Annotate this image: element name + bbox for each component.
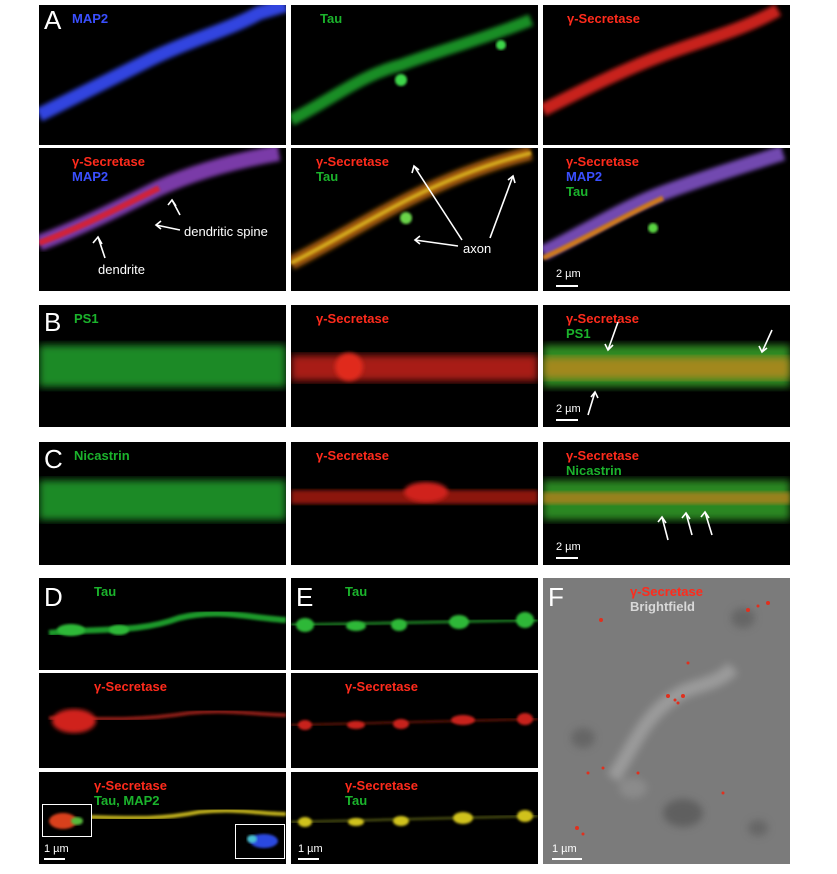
scale-bar: [556, 419, 578, 421]
label-secretase: γ-Secretase: [345, 778, 418, 793]
panel-e-merge: [291, 772, 538, 864]
panel-a-secretase: [543, 5, 790, 145]
panel-d-secretase: [39, 673, 286, 768]
label-nicastrin: Nicastrin: [74, 448, 130, 463]
label-secretase: γ-Secretase: [566, 448, 639, 463]
label-secretase: γ-Secretase: [345, 679, 418, 694]
label-map2: MAP2: [72, 169, 109, 184]
panel-b-secretase: [291, 305, 538, 427]
scale-bar: [556, 557, 578, 559]
panel-letter-f: F: [548, 582, 564, 612]
panel-letter-b: B: [44, 307, 62, 337]
panel-c-nicastrin: [39, 442, 286, 565]
label-secretase: γ-Secretase: [316, 154, 389, 169]
scale-bar-label: 1 µm: [298, 843, 323, 855]
panel-letter-e: E: [296, 582, 314, 612]
label-ps1: PS1: [74, 311, 99, 326]
panel-a-merge-all: [543, 148, 790, 291]
scale-bar-label: 1 µm: [552, 843, 577, 855]
annotation-arrows: [92, 164, 516, 259]
label-secretase: γ-Secretase: [316, 448, 389, 463]
panel-a-map2: [39, 5, 286, 145]
panel-c-secretase: [291, 442, 538, 565]
label-tau: Tau: [566, 184, 589, 199]
panel-e-secretase: [291, 673, 538, 768]
annotation-dendrite: dendrite: [98, 262, 145, 277]
inset-map2: [235, 824, 285, 859]
label-secretase: γ-Secretase: [630, 584, 703, 599]
scale-bar: [552, 858, 582, 860]
inset-merge: [42, 804, 92, 837]
label-map2: MAP2: [566, 169, 603, 184]
scale-bar: [298, 858, 319, 860]
label-tau-map2: Tau, MAP2: [94, 793, 160, 808]
panel-f-brightfield: [543, 578, 790, 864]
panel-a-merge-map2: [39, 148, 286, 291]
annotation-dendritic-spine: dendritic spine: [184, 224, 268, 239]
label-secretase: γ-Secretase: [566, 154, 639, 169]
panel-d-merge: [39, 772, 286, 864]
scale-bar: [44, 858, 65, 860]
label-secretase: γ-Secretase: [566, 311, 639, 326]
label-tau: Tau: [345, 793, 368, 808]
panel-b-ps1: [39, 305, 286, 427]
label-tau: Tau: [316, 169, 339, 184]
scale-bar-label: 2 µm: [556, 541, 581, 553]
label-nicastrin: Nicastrin: [566, 463, 622, 478]
label-tau: Tau: [345, 584, 368, 599]
label-secretase: γ-Secretase: [567, 11, 640, 26]
annotation-axon: axon: [463, 241, 492, 256]
label-map2: MAP2: [72, 11, 109, 26]
scale-bar: [556, 285, 578, 287]
panel-b-merge: [543, 305, 790, 427]
label-tau: Tau: [94, 584, 117, 599]
label-secretase: γ-Secretase: [72, 154, 145, 169]
panel-a-tau: [291, 5, 538, 145]
label-secretase: γ-Secretase: [316, 311, 389, 326]
panel-e-tau: [291, 578, 538, 670]
panel-letter-a: A: [44, 5, 62, 35]
scale-bar-label: 1 µm: [44, 843, 69, 855]
panel-d-tau: [39, 578, 286, 670]
label-ps1: PS1: [566, 326, 591, 341]
label-tau: Tau: [320, 11, 343, 26]
scale-bar-label: 2 µm: [556, 268, 581, 280]
label-brightfield: Brightfield: [630, 599, 695, 614]
label-secretase: γ-Secretase: [94, 778, 167, 793]
label-secretase: γ-Secretase: [94, 679, 167, 694]
scale-bar-label: 2 µm: [556, 403, 581, 415]
panel-letter-d: D: [44, 582, 63, 612]
panel-letter-c: C: [44, 444, 63, 474]
panel-c-merge: [543, 442, 790, 565]
